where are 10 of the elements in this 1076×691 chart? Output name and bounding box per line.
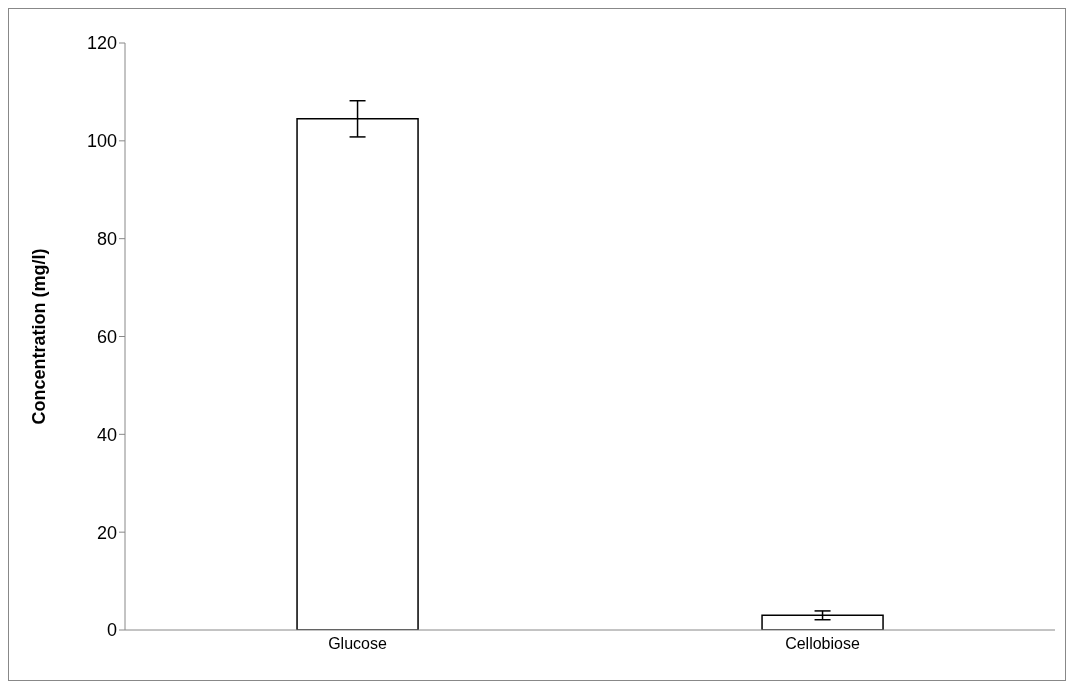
y-tick-label: 100 [86,131,117,152]
y-tick-label: 20 [96,522,117,543]
y-tick-label: 80 [96,229,117,250]
y-tick-label: 60 [96,326,117,347]
x-tick-label: Glucose [328,635,387,653]
y-tick-label: 0 [106,620,117,641]
y-tick-label: 120 [86,33,117,54]
y-axis-title: Concentration (mg/l) [29,248,50,425]
y-tick-label: 40 [96,424,117,445]
x-tick-label: Cellobiose [785,635,860,653]
